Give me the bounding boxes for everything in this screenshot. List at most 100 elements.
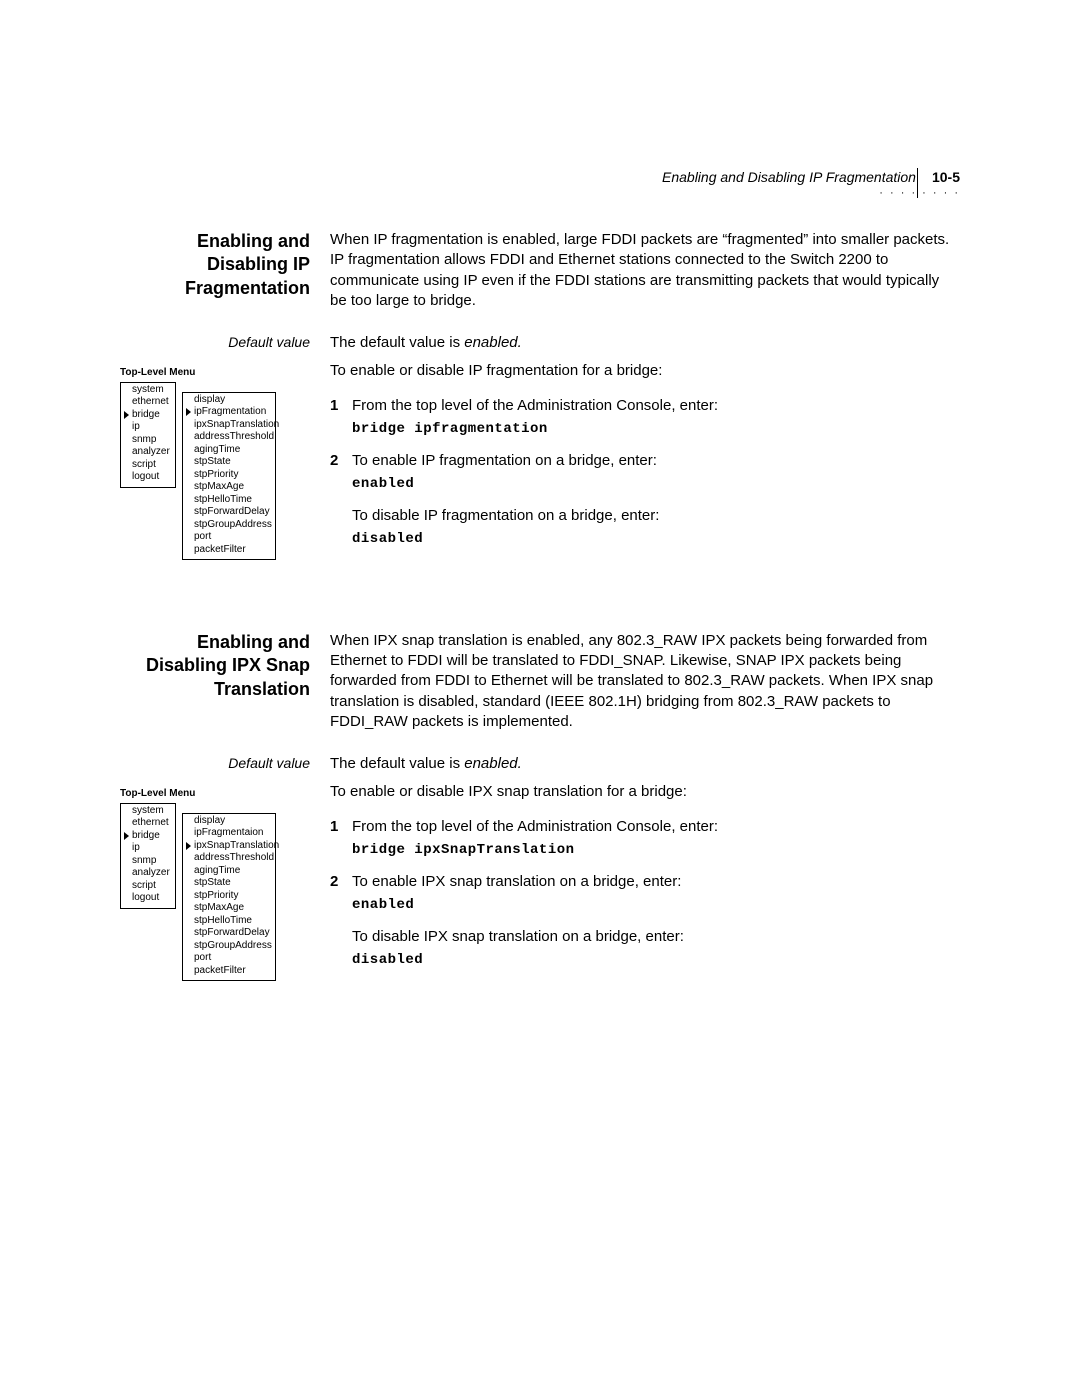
- menu-item: ip: [125, 421, 171, 434]
- default-value-em: enabled.: [464, 755, 522, 772]
- menu-item: ipFragmentation: [187, 406, 271, 419]
- step-command: bridge ipfragmentation: [352, 420, 960, 439]
- page: Enabling and Disabling IP Fragmentation …: [0, 0, 1080, 1397]
- menu-item: ip: [125, 842, 171, 855]
- step-1: From the top level of the Administration…: [330, 396, 960, 439]
- menu-item: agingTime: [187, 865, 271, 878]
- menu-item: addressThreshold: [187, 852, 271, 865]
- default-value-label: Default value: [120, 333, 310, 352]
- menu-columns: systemethernetbridgeipsnmpanalyzerscript…: [120, 803, 310, 982]
- menu-item: stpMaxAge: [187, 481, 271, 494]
- menu-item: stpMaxAge: [187, 902, 271, 915]
- step-command2: disabled: [352, 530, 960, 549]
- menu-item: analyzer: [125, 867, 171, 880]
- menu-col1: systemethernetbridgeipsnmpanalyzerscript…: [120, 803, 176, 909]
- step-text: From the top level of the Administration…: [352, 396, 960, 416]
- menu-item: system: [125, 805, 171, 818]
- step-command2: disabled: [352, 951, 960, 970]
- menu-item: packetFilter: [187, 965, 271, 978]
- menu-item: system: [125, 384, 171, 397]
- menu-item: logout: [125, 892, 171, 905]
- menu-item: logout: [125, 471, 171, 484]
- section-heading-col: Enabling and Disabling IPX Snap Translat…: [120, 631, 310, 746]
- menu-title: Top-Level Menu: [120, 788, 310, 801]
- step-text: To enable IP fragmentation on a bridge, …: [352, 451, 960, 471]
- menu-columns: systemethernetbridgeipsnmpanalyzerscript…: [120, 382, 310, 561]
- menu-item: agingTime: [187, 444, 271, 457]
- default-value-pre: The default value is: [330, 755, 464, 772]
- step-command: bridge ipxSnapTranslation: [352, 841, 960, 860]
- default-value-pre: The default value is: [330, 334, 464, 351]
- default-value-text: The default value is enabled.: [330, 333, 960, 353]
- default-value-em: enabled.: [464, 334, 522, 351]
- menu-item: stpPriority: [187, 890, 271, 903]
- procedure-body: To enable or disable IP fragmentation fo…: [330, 361, 960, 561]
- menu-item: port: [187, 531, 271, 544]
- section-ip-fragmentation: Enabling and Disabling IP Fragmentation …: [120, 230, 960, 325]
- menu-col2: displayipFragmentationipxSnapTranslation…: [182, 392, 276, 561]
- step-command: enabled: [352, 896, 960, 915]
- default-value-row: Default value The default value is enabl…: [120, 754, 960, 774]
- menu-item: script: [125, 880, 171, 893]
- step-text2: To disable IPX snap translation on a bri…: [352, 927, 960, 947]
- menu-item: stpHelloTime: [187, 494, 271, 507]
- menu-item: snmp: [125, 855, 171, 868]
- section-body: When IPX snap translation is enabled, an…: [330, 631, 960, 746]
- menu-item: bridge: [125, 830, 171, 843]
- menu-item: ethernet: [125, 396, 171, 409]
- top-level-menu: Top-Level Menu systemethernetbridgeipsnm…: [120, 367, 310, 560]
- menu-item: packetFilter: [187, 544, 271, 557]
- step-text: From the top level of the Administration…: [352, 817, 960, 837]
- step-text2: To disable IP fragmentation on a bridge,…: [352, 506, 960, 526]
- menu-item: display: [187, 815, 271, 828]
- page-number: 10-5: [932, 168, 960, 187]
- menu-item: script: [125, 459, 171, 472]
- section-heading: Enabling and Disabling IP Fragmentation: [120, 230, 310, 300]
- header-dots: · · · · · · · ·: [879, 186, 960, 201]
- menu-item: stpGroupAddress: [187, 519, 271, 532]
- section-heading: Enabling and Disabling IPX Snap Translat…: [120, 631, 310, 701]
- menu-item: ipxSnapTranslation: [187, 419, 271, 432]
- menu-item: ipxSnapTranslation: [187, 840, 271, 853]
- steps-list: From the top level of the Administration…: [330, 817, 960, 970]
- step-command: enabled: [352, 475, 960, 494]
- procedure-row: Top-Level Menu systemethernetbridgeipsnm…: [120, 782, 960, 982]
- menu-item: stpState: [187, 877, 271, 890]
- lead-text: To enable or disable IPX snap translatio…: [330, 782, 960, 802]
- menu-col2: displayipFragmentaionipxSnapTranslationa…: [182, 813, 276, 982]
- menu-item: port: [187, 952, 271, 965]
- menu-item: analyzer: [125, 446, 171, 459]
- procedure-body: To enable or disable IPX snap translatio…: [330, 782, 960, 982]
- menu-item: bridge: [125, 409, 171, 422]
- lead-text: To enable or disable IP fragmentation fo…: [330, 361, 960, 381]
- menu-item: display: [187, 394, 271, 407]
- default-value-text: The default value is enabled.: [330, 754, 960, 774]
- section-ipx-snap: Enabling and Disabling IPX Snap Translat…: [120, 631, 960, 746]
- step-1: From the top level of the Administration…: [330, 817, 960, 860]
- step-text: To enable IPX snap translation on a brid…: [352, 872, 960, 892]
- menu-title: Top-Level Menu: [120, 367, 310, 380]
- step-2: To enable IP fragmentation on a bridge, …: [330, 451, 960, 549]
- default-value-label: Default value: [120, 754, 310, 773]
- menu-item: addressThreshold: [187, 431, 271, 444]
- menu-item: stpForwardDelay: [187, 927, 271, 940]
- running-header: Enabling and Disabling IP Fragmentation …: [662, 168, 960, 187]
- top-level-menu: Top-Level Menu systemethernetbridgeipsnm…: [120, 788, 310, 981]
- procedure-row: Top-Level Menu systemethernetbridgeipsnm…: [120, 361, 960, 561]
- default-value-row: Default value The default value is enabl…: [120, 333, 960, 353]
- menu-sidebar: Top-Level Menu systemethernetbridgeipsnm…: [120, 361, 310, 560]
- menu-item: stpPriority: [187, 469, 271, 482]
- menu-col1: systemethernetbridgeipsnmpanalyzerscript…: [120, 382, 176, 488]
- menu-item: ipFragmentaion: [187, 827, 271, 840]
- running-header-title: Enabling and Disabling IP Fragmentation: [662, 168, 916, 187]
- menu-item: stpForwardDelay: [187, 506, 271, 519]
- menu-item: stpState: [187, 456, 271, 469]
- step-2: To enable IPX snap translation on a brid…: [330, 872, 960, 970]
- section-body: When IP fragmentation is enabled, large …: [330, 230, 960, 325]
- menu-sidebar: Top-Level Menu systemethernetbridgeipsnm…: [120, 782, 310, 981]
- section-heading-col: Enabling and Disabling IP Fragmentation: [120, 230, 310, 325]
- menu-item: ethernet: [125, 817, 171, 830]
- intro-paragraph: When IPX snap translation is enabled, an…: [330, 631, 960, 732]
- intro-paragraph: When IP fragmentation is enabled, large …: [330, 230, 960, 311]
- menu-item: stpGroupAddress: [187, 940, 271, 953]
